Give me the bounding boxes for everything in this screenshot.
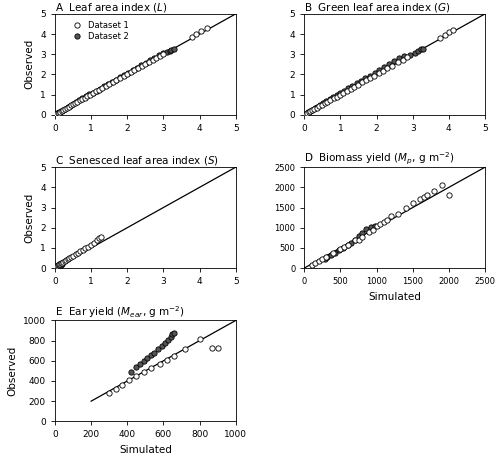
Dataset 1 xyxy=(100,85,105,91)
Dataset 1 xyxy=(54,110,60,116)
Dataset 1 xyxy=(74,99,80,105)
Dataset 1 xyxy=(138,63,144,69)
Dataset 1 xyxy=(76,97,82,103)
Dataset 2 xyxy=(105,81,111,87)
Line: Dataset 1: Dataset 1 xyxy=(54,26,210,117)
Dataset 1 xyxy=(57,109,63,114)
Dataset 1 xyxy=(93,88,99,94)
Dataset 2 xyxy=(164,49,170,55)
Dataset 1 xyxy=(66,104,71,109)
Dataset 1 xyxy=(106,81,112,87)
Dataset 1 xyxy=(124,71,130,77)
Legend: Dataset 1, Dataset 2: Dataset 1, Dataset 2 xyxy=(68,20,130,42)
Dataset 1 xyxy=(153,55,159,61)
Dataset 2 xyxy=(170,46,176,51)
Dataset 2 xyxy=(60,107,66,113)
Dataset 1 xyxy=(117,75,123,81)
Dataset 2 xyxy=(80,95,86,101)
Dataset 2 xyxy=(142,60,148,65)
Dataset 1 xyxy=(72,100,78,106)
Text: B  Green leaf area index ($G$): B Green leaf area index ($G$) xyxy=(304,1,452,14)
Dataset 1 xyxy=(193,31,199,37)
Dataset 1 xyxy=(70,101,76,106)
Y-axis label: Observed: Observed xyxy=(24,193,34,243)
Dataset 2 xyxy=(97,86,103,91)
Dataset 1 xyxy=(62,106,68,112)
Dataset 1 xyxy=(64,105,70,111)
Dataset 2 xyxy=(82,93,88,99)
Dataset 2 xyxy=(58,108,64,114)
Dataset 2 xyxy=(113,77,119,82)
Dataset 2 xyxy=(86,91,92,97)
X-axis label: Simulated: Simulated xyxy=(119,445,172,455)
Dataset 2 xyxy=(67,103,73,108)
Dataset 1 xyxy=(82,95,87,100)
Line: Dataset 2: Dataset 2 xyxy=(54,46,176,116)
Dataset 2 xyxy=(147,57,153,63)
Dataset 2 xyxy=(117,75,123,80)
Dataset 2 xyxy=(134,65,140,71)
Dataset 2 xyxy=(54,111,60,116)
Dataset 1 xyxy=(84,94,90,99)
Dataset 2 xyxy=(90,90,96,95)
Dataset 2 xyxy=(56,110,62,115)
Dataset 1 xyxy=(96,87,102,92)
Text: E  Ear yield ($M$$_{ear}$, g m$^{-2}$): E Ear yield ($M$$_{ear}$, g m$^{-2}$) xyxy=(55,305,185,320)
Dataset 1 xyxy=(204,25,210,31)
Dataset 1 xyxy=(142,61,148,67)
Dataset 2 xyxy=(76,97,82,103)
Dataset 1 xyxy=(132,67,138,73)
Dataset 1 xyxy=(146,59,152,65)
Dataset 1 xyxy=(60,107,66,113)
Text: A  Leaf area index ($L$): A Leaf area index ($L$) xyxy=(55,1,168,14)
Dataset 1 xyxy=(135,65,141,71)
Dataset 2 xyxy=(126,70,132,75)
Dataset 1 xyxy=(190,34,196,40)
Dataset 2 xyxy=(73,100,79,105)
Dataset 1 xyxy=(90,90,96,96)
Dataset 1 xyxy=(160,51,166,56)
Dataset 1 xyxy=(58,108,64,113)
Dataset 2 xyxy=(94,88,100,94)
Dataset 1 xyxy=(110,79,116,85)
Y-axis label: Observed: Observed xyxy=(8,346,18,396)
Dataset 2 xyxy=(156,52,162,58)
Text: C  Senesced leaf area index ($S$): C Senesced leaf area index ($S$) xyxy=(55,154,219,167)
Dataset 2 xyxy=(167,48,173,53)
Dataset 1 xyxy=(56,110,62,115)
Dataset 1 xyxy=(79,96,85,102)
Dataset 2 xyxy=(109,79,115,85)
Dataset 1 xyxy=(68,102,74,108)
Dataset 1 xyxy=(102,83,108,89)
Dataset 1 xyxy=(150,57,156,63)
Dataset 2 xyxy=(101,83,107,89)
Dataset 1 xyxy=(87,92,93,98)
Dataset 2 xyxy=(62,106,68,112)
Dataset 2 xyxy=(122,72,128,78)
Dataset 2 xyxy=(152,55,158,61)
Dataset 1 xyxy=(120,73,126,79)
Dataset 2 xyxy=(70,101,76,107)
Dataset 1 xyxy=(198,28,204,34)
Dataset 2 xyxy=(130,68,136,73)
Dataset 1 xyxy=(157,53,163,59)
Dataset 2 xyxy=(160,50,166,56)
Dataset 1 xyxy=(114,77,119,83)
Dataset 2 xyxy=(64,104,70,110)
Dataset 1 xyxy=(54,111,60,117)
Dataset 1 xyxy=(128,69,134,75)
Text: D  Biomass yield ($M$$_p$, g m$^{-2}$): D Biomass yield ($M$$_p$, g m$^{-2}$) xyxy=(304,151,455,167)
Dataset 2 xyxy=(138,63,144,68)
Y-axis label: Observed: Observed xyxy=(24,39,34,89)
X-axis label: Simulated: Simulated xyxy=(368,292,421,301)
Dataset 2 xyxy=(168,47,174,53)
